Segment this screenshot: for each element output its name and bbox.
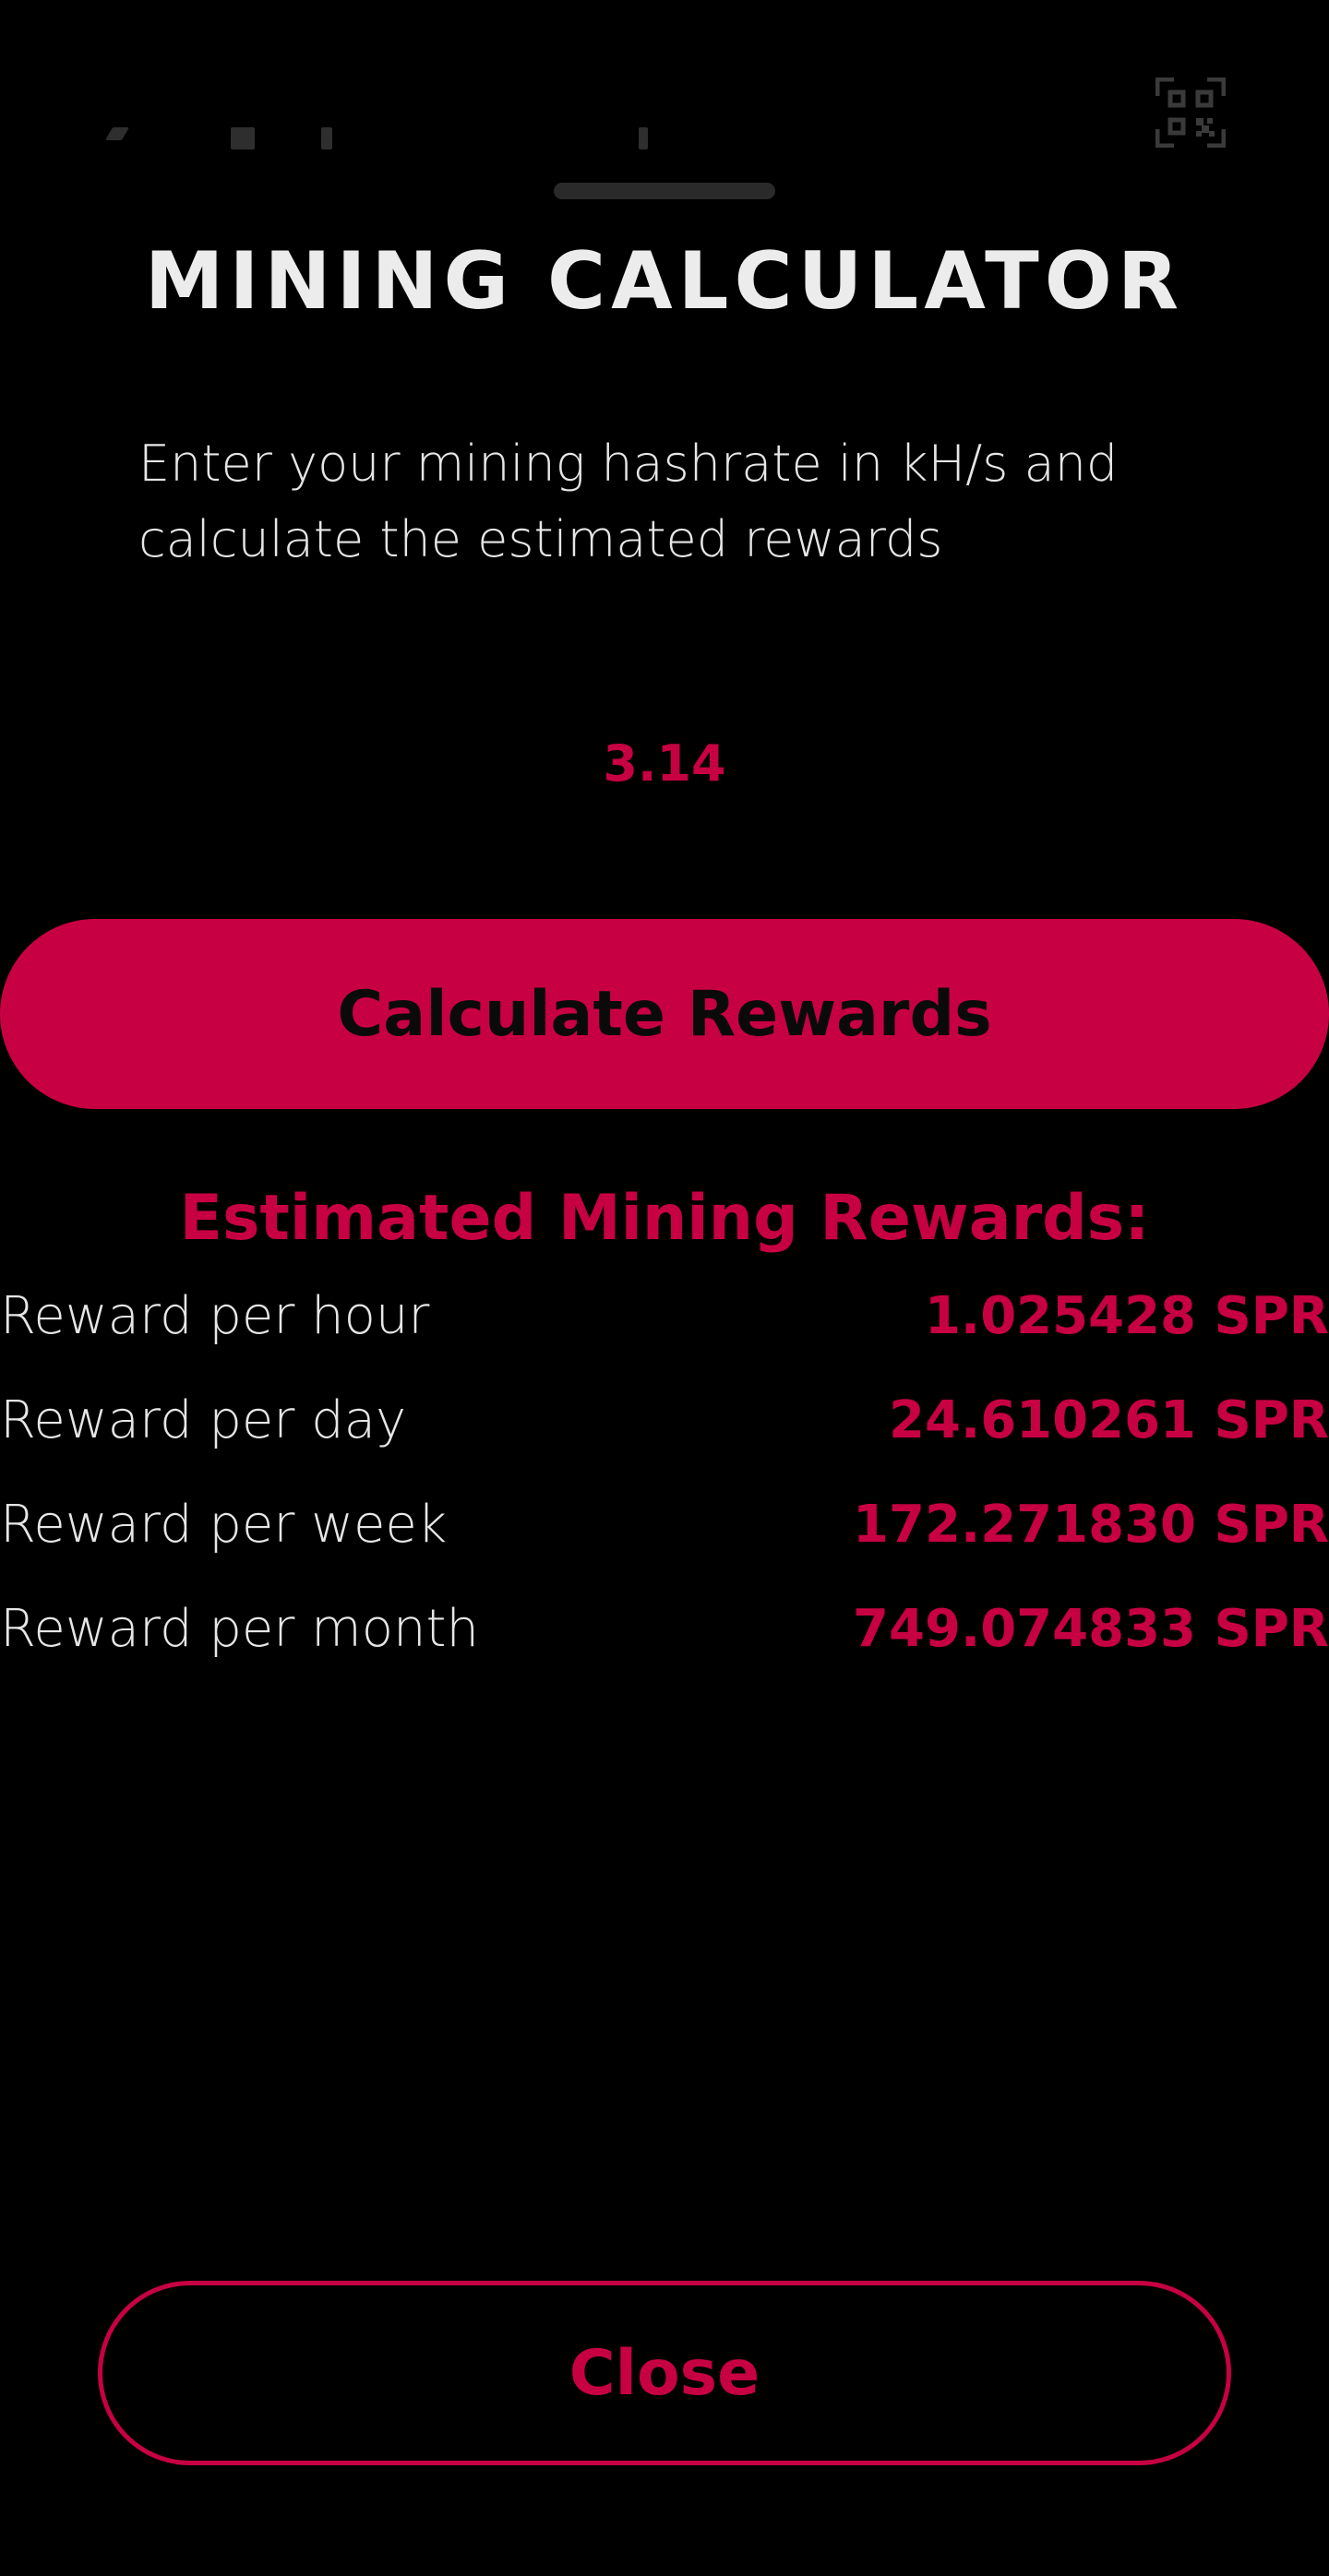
results-list: Reward per hour 1.025428 SPR Reward per … (0, 1281, 1329, 1698)
mining-calculator-sheet: MINING CALCULATOR Enter your mining hash… (0, 149, 1329, 2576)
result-row-hour: Reward per hour 1.025428 SPR (0, 1281, 1329, 1385)
close-button[interactable]: Close (98, 2281, 1231, 2465)
drag-handle[interactable] (554, 183, 775, 199)
hashrate-input[interactable] (388, 712, 941, 814)
result-row-day: Reward per day 24.610261 SPR (0, 1385, 1329, 1489)
result-row-month: Reward per month 749.074833 SPR (0, 1593, 1329, 1698)
result-value: 24.610261 SPR (889, 1390, 1329, 1450)
background-title-fragment (92, 127, 664, 149)
sheet-title: MINING CALCULATOR (144, 235, 1185, 328)
qr-code-icon[interactable] (1155, 77, 1227, 149)
description-text: Enter your mining hashrate in kH/s and c… (138, 435, 1119, 568)
result-label: Reward per hour (0, 1286, 430, 1346)
result-row-week: Reward per week 172.271830 SPR (0, 1489, 1329, 1593)
calculate-rewards-button[interactable]: Calculate Rewards (0, 919, 1329, 1109)
result-label: Reward per day (0, 1390, 407, 1450)
results-title: Estimated Mining Rewards: (179, 1182, 1150, 1255)
result-label: Reward per month (0, 1599, 479, 1659)
result-value: 749.074833 SPR (853, 1599, 1329, 1659)
result-label: Reward per week (0, 1495, 448, 1555)
result-value: 1.025428 SPR (924, 1286, 1329, 1346)
result-value: 172.271830 SPR (853, 1495, 1329, 1555)
